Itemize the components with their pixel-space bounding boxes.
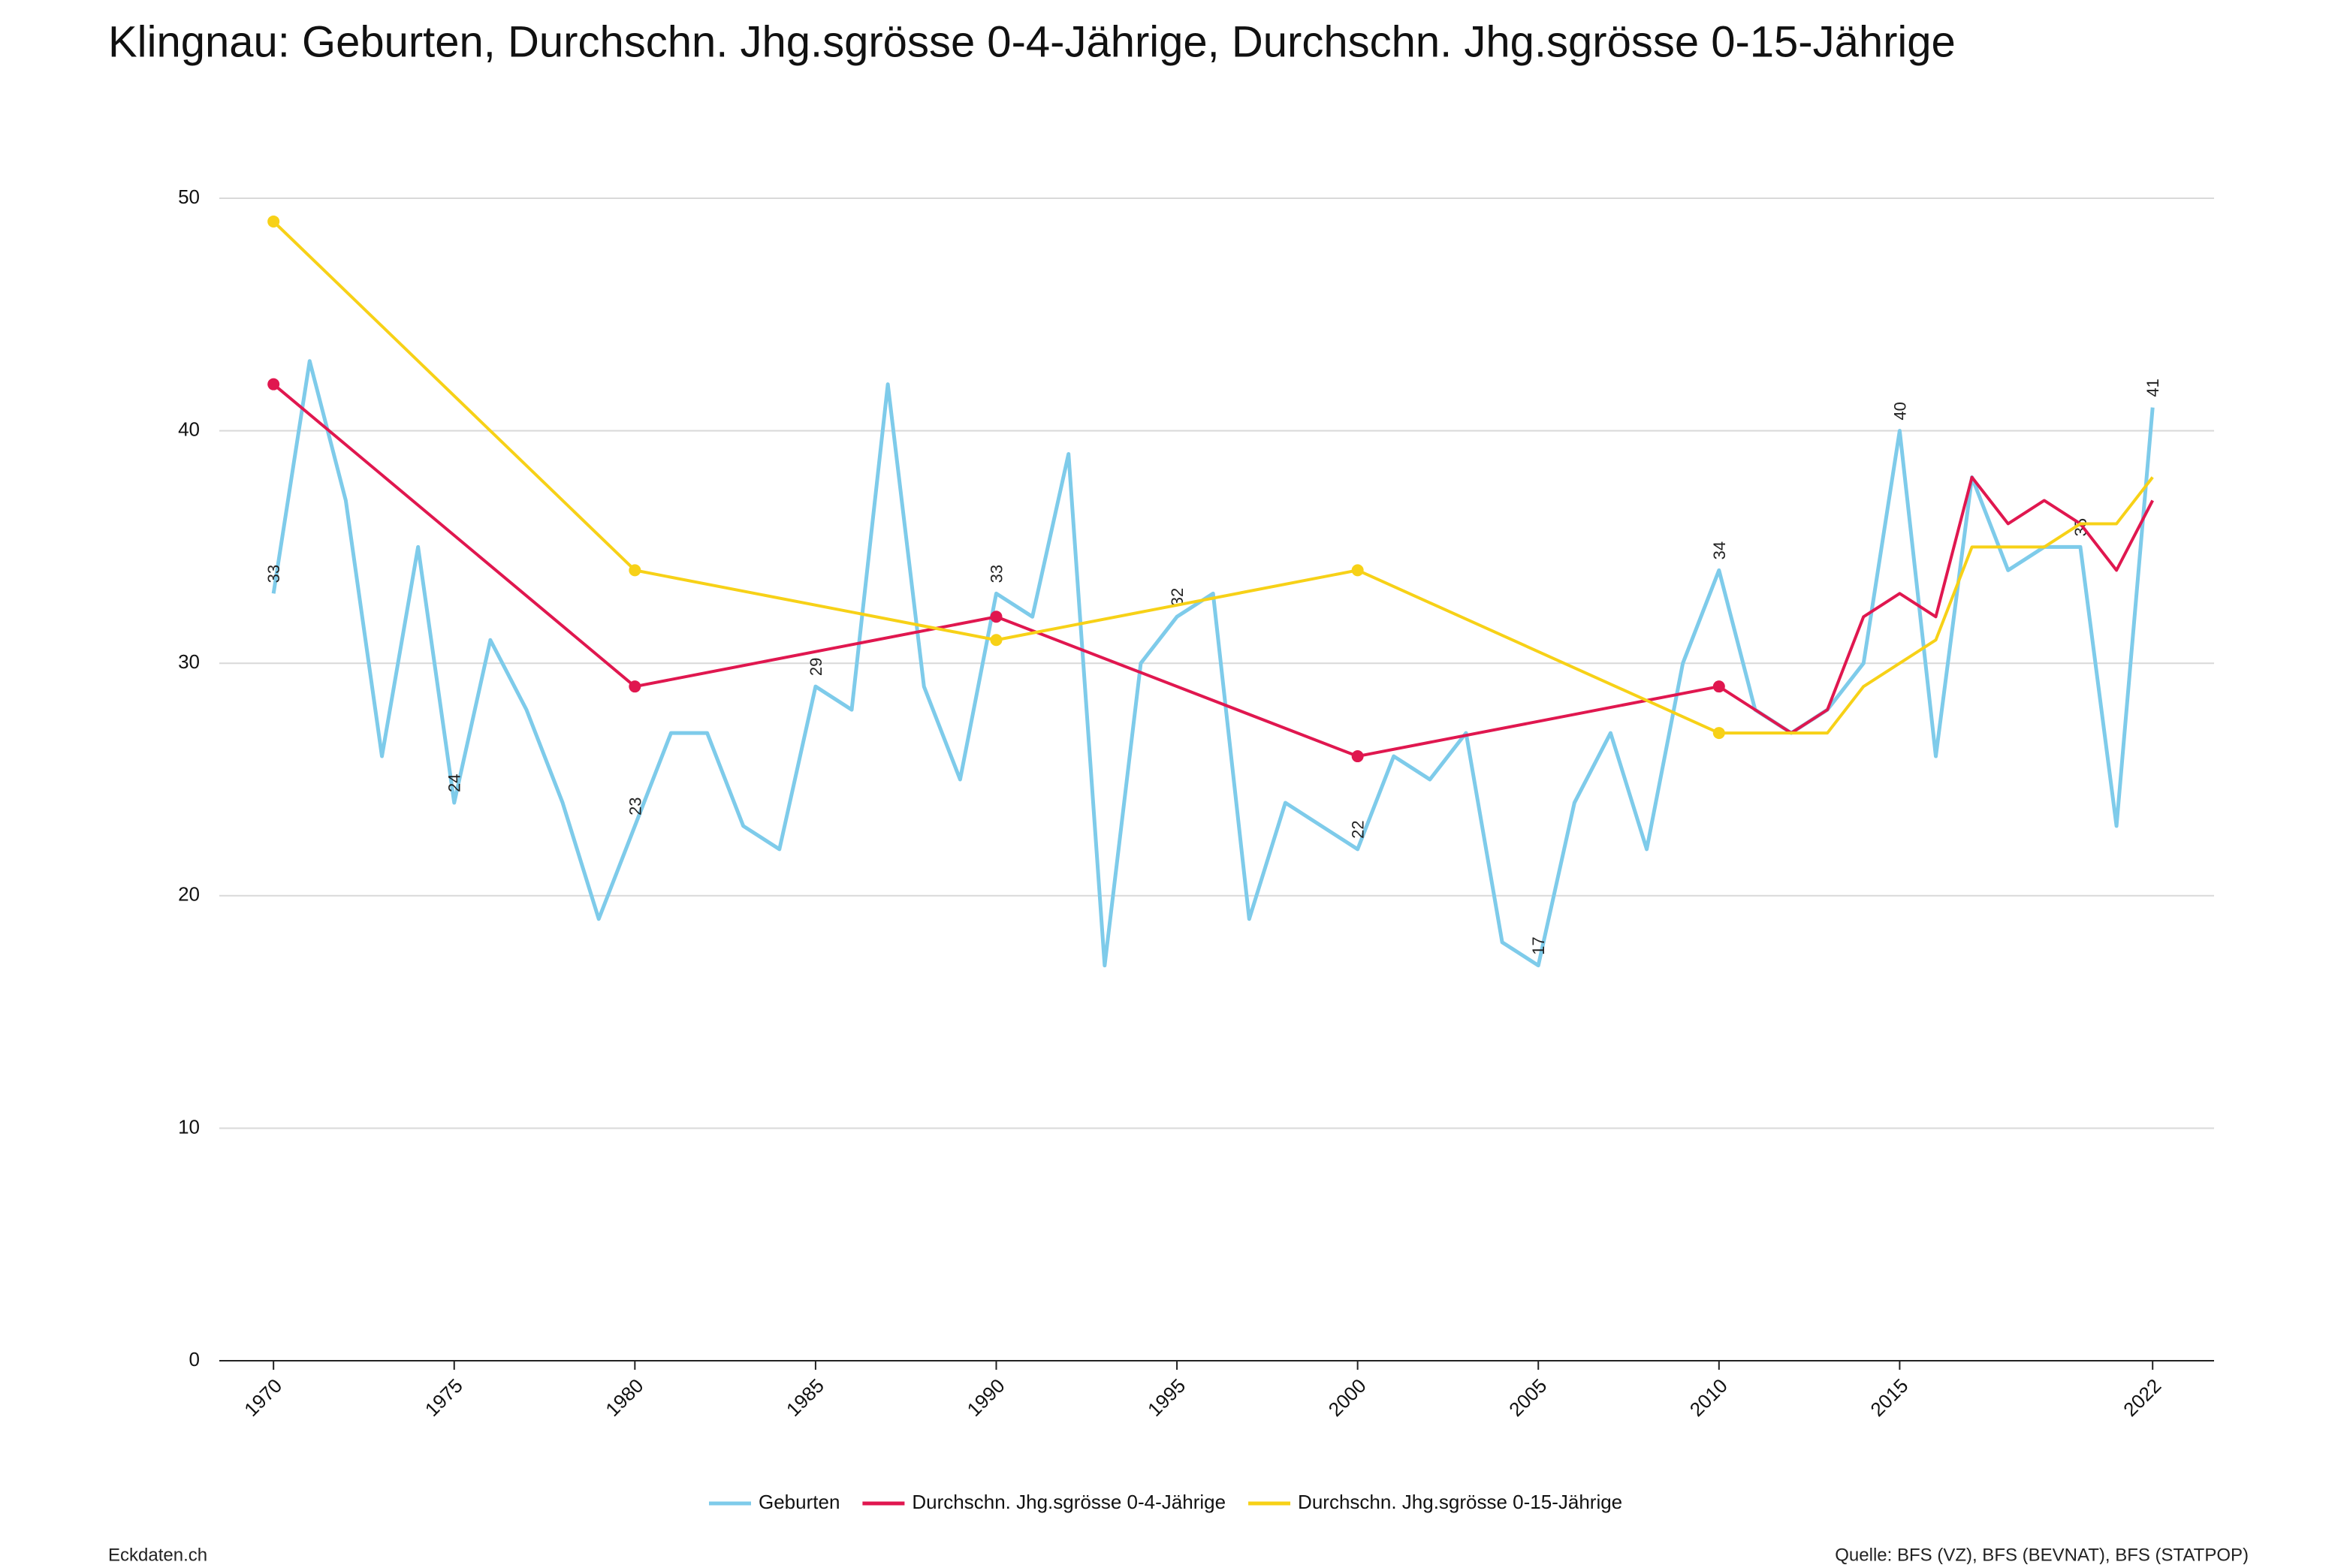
data-label: 33 — [987, 565, 1006, 583]
x-tick-label: 2022 — [2119, 1374, 2165, 1421]
series — [267, 215, 2154, 740]
x-tick-label: 1995 — [1143, 1374, 1190, 1421]
x-tick-label: 2005 — [1504, 1374, 1551, 1421]
point — [629, 564, 641, 577]
x-tick-label: 1975 — [421, 1374, 467, 1421]
source: Quelle: BFS (VZ), BFS (BEVNAT), BFS (STA… — [1835, 1545, 2249, 1564]
series-line — [272, 220, 2154, 735]
point — [629, 680, 641, 693]
point — [1351, 564, 1364, 577]
data-label: 34 — [1710, 541, 1729, 559]
y-tick-label: 30 — [178, 650, 200, 673]
y-tick-label: 20 — [178, 883, 200, 906]
y-tick-label: 50 — [178, 185, 200, 208]
x-tick-label: 1970 — [240, 1374, 286, 1421]
data-label: 33 — [264, 565, 283, 583]
series-line — [271, 359, 2155, 968]
point — [1712, 727, 1725, 740]
data-label: 41 — [2143, 378, 2162, 397]
y-tick-label: 10 — [178, 1115, 200, 1138]
x-tick-label: 2000 — [1324, 1374, 1371, 1421]
series — [267, 378, 2154, 763]
y-tick-label: 40 — [178, 418, 200, 440]
data-label: 23 — [626, 797, 644, 815]
legend-label: Durchschn. Jhg.sgrösse 0-15-Jährige — [1298, 1491, 1622, 1513]
legend-label: Geburten — [759, 1491, 840, 1513]
data-label: 29 — [807, 658, 825, 676]
point — [267, 215, 280, 228]
data-label: 22 — [1349, 820, 1368, 838]
x-tick-label: 2010 — [1685, 1374, 1732, 1421]
y-tick-label: 0 — [189, 1348, 200, 1370]
point — [1712, 680, 1725, 693]
point — [1351, 750, 1364, 763]
point — [990, 634, 1003, 647]
point — [990, 611, 1003, 623]
x-tick-label: 2015 — [1866, 1374, 1912, 1421]
series-line — [272, 383, 2154, 758]
x-tick-label: 1980 — [601, 1374, 647, 1421]
data-label: 17 — [1529, 936, 1548, 954]
brand: Eckdaten.ch — [108, 1545, 207, 1564]
x-tick-label: 1990 — [962, 1374, 1009, 1421]
data-label: 40 — [1890, 402, 1909, 420]
point — [267, 378, 280, 390]
chart-title: Klingnau: Geburten, Durchschn. Jhg.sgrös… — [108, 17, 1956, 66]
legend-label: Durchschn. Jhg.sgrösse 0-4-Jährige — [912, 1491, 1226, 1513]
x-tick-label: 1985 — [782, 1374, 828, 1421]
data-label: 24 — [445, 773, 464, 792]
